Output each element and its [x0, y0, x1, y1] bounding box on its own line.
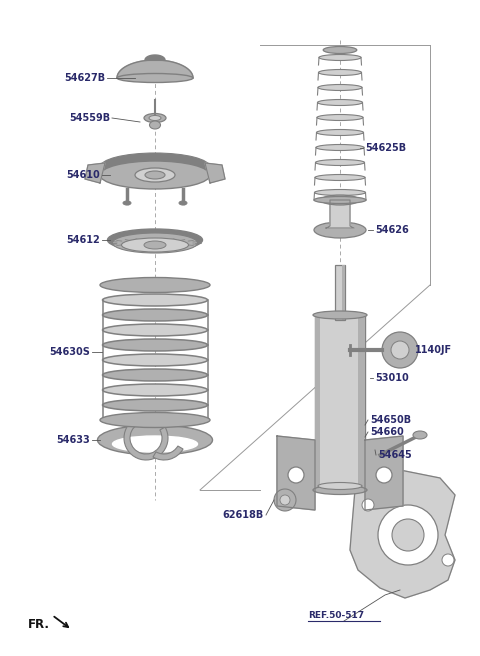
Text: 1140JF: 1140JF — [415, 345, 452, 355]
Circle shape — [442, 554, 454, 566]
Text: FR.: FR. — [28, 619, 50, 632]
Circle shape — [382, 332, 418, 368]
Wedge shape — [153, 446, 183, 460]
Circle shape — [280, 495, 290, 505]
Ellipse shape — [103, 339, 207, 351]
Ellipse shape — [97, 425, 213, 455]
Ellipse shape — [112, 436, 197, 452]
FancyBboxPatch shape — [342, 265, 345, 320]
Ellipse shape — [313, 485, 367, 495]
Ellipse shape — [103, 399, 207, 411]
Ellipse shape — [108, 229, 203, 251]
Ellipse shape — [117, 73, 193, 83]
Ellipse shape — [100, 161, 210, 189]
Polygon shape — [117, 60, 193, 78]
Wedge shape — [124, 419, 168, 460]
Polygon shape — [350, 468, 455, 598]
Polygon shape — [145, 55, 165, 60]
Ellipse shape — [103, 369, 207, 381]
Ellipse shape — [100, 277, 210, 293]
Ellipse shape — [317, 115, 363, 121]
Ellipse shape — [315, 174, 365, 180]
Ellipse shape — [315, 159, 364, 165]
Ellipse shape — [317, 100, 362, 106]
Ellipse shape — [318, 85, 362, 91]
Text: 54625B: 54625B — [365, 143, 406, 153]
Ellipse shape — [144, 113, 166, 123]
Ellipse shape — [123, 201, 131, 205]
Circle shape — [274, 489, 296, 511]
Circle shape — [392, 519, 424, 551]
Text: 54627B: 54627B — [64, 73, 105, 83]
Ellipse shape — [323, 47, 357, 54]
Ellipse shape — [103, 354, 207, 366]
Ellipse shape — [112, 233, 197, 253]
Text: 62618B: 62618B — [223, 510, 264, 520]
Text: 54626: 54626 — [375, 225, 409, 235]
Ellipse shape — [319, 54, 361, 60]
Ellipse shape — [313, 311, 367, 319]
Polygon shape — [365, 436, 403, 510]
Ellipse shape — [316, 129, 363, 136]
Ellipse shape — [100, 413, 210, 428]
Ellipse shape — [149, 121, 160, 129]
FancyBboxPatch shape — [358, 315, 365, 490]
Text: 54559B: 54559B — [69, 113, 110, 123]
Ellipse shape — [103, 294, 207, 306]
Ellipse shape — [413, 431, 427, 439]
Circle shape — [378, 505, 438, 565]
Text: 54610: 54610 — [66, 170, 100, 180]
Ellipse shape — [103, 309, 207, 321]
FancyBboxPatch shape — [335, 265, 345, 320]
Polygon shape — [85, 163, 105, 183]
Circle shape — [376, 467, 392, 483]
Polygon shape — [205, 163, 225, 183]
Circle shape — [288, 467, 304, 483]
Ellipse shape — [100, 153, 210, 181]
Text: 54633: 54633 — [56, 435, 90, 445]
Polygon shape — [277, 436, 315, 510]
Ellipse shape — [179, 201, 187, 205]
Text: 54612: 54612 — [66, 235, 100, 245]
Text: 54645: 54645 — [378, 450, 412, 460]
Ellipse shape — [321, 195, 359, 205]
Ellipse shape — [121, 238, 189, 252]
Text: 53010: 53010 — [375, 373, 409, 383]
Ellipse shape — [149, 115, 161, 121]
Ellipse shape — [135, 168, 175, 182]
Ellipse shape — [144, 241, 166, 249]
Text: 54650B: 54650B — [370, 415, 411, 425]
Text: 54660: 54660 — [370, 427, 404, 437]
Ellipse shape — [145, 171, 165, 179]
FancyBboxPatch shape — [315, 315, 365, 490]
Polygon shape — [326, 200, 354, 228]
Ellipse shape — [314, 222, 366, 238]
Ellipse shape — [314, 190, 365, 195]
Text: REF.50-517: REF.50-517 — [308, 611, 364, 619]
FancyBboxPatch shape — [315, 315, 320, 490]
Ellipse shape — [319, 70, 361, 75]
Ellipse shape — [103, 414, 207, 426]
Text: 54630S: 54630S — [49, 347, 90, 357]
Circle shape — [362, 499, 374, 511]
Ellipse shape — [316, 144, 364, 150]
Circle shape — [391, 341, 409, 359]
Ellipse shape — [314, 197, 366, 203]
Ellipse shape — [318, 483, 362, 489]
Ellipse shape — [103, 324, 207, 336]
Ellipse shape — [103, 384, 207, 396]
